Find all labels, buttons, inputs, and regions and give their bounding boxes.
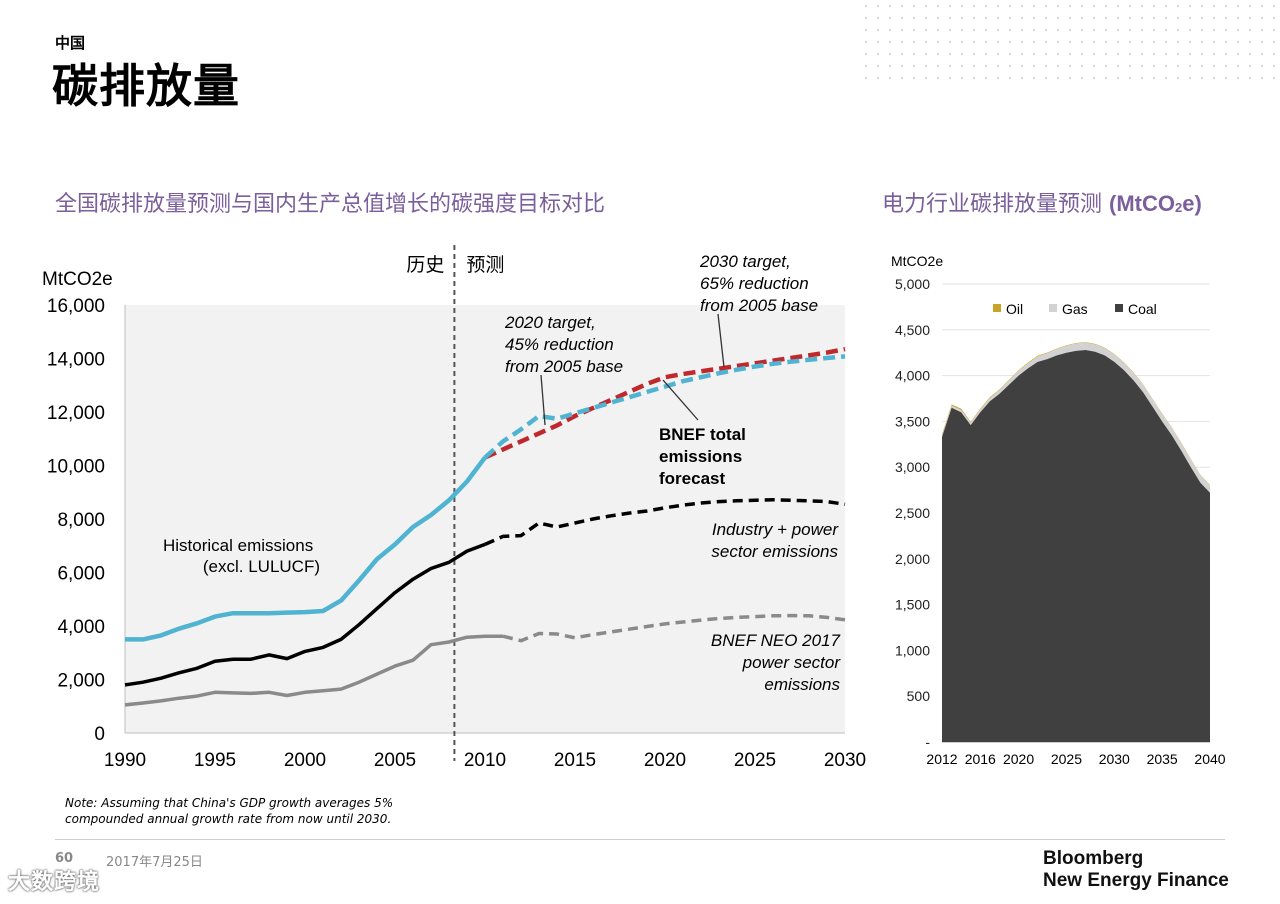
y-tick-label: 1,500: [895, 597, 930, 613]
x-tick-label: 2025: [1051, 751, 1082, 767]
y-tick-label: 3,000: [895, 459, 930, 475]
annotation-neo-line-3: emissions: [764, 675, 840, 694]
x-tick-label: 2030: [824, 750, 866, 771]
annotation-neo-line-1: BNEF NEO 2017: [711, 631, 841, 650]
annotation-2030-target-pointer: [717, 313, 725, 368]
footnote-line-2: compounded annual growth rate from now u…: [65, 812, 392, 826]
x-tick-label: 2040: [1194, 751, 1225, 767]
annotation-2030-target-line-1: 2030 target,: [699, 252, 791, 271]
footnote-line-1: Note: Assuming that China's GDP growth a…: [65, 796, 394, 810]
x-tick-label: 2035: [1147, 751, 1178, 767]
legend-label-oil: Oil: [1006, 301, 1023, 317]
y-tick-label: 1,000: [895, 642, 930, 658]
legend-label-gas: Gas: [1062, 301, 1088, 317]
footer-divider: [55, 839, 1225, 840]
power-sector-forecast-line: [502, 613, 846, 643]
x-tick-label: 1995: [194, 750, 236, 771]
forecast-label: 预测: [466, 254, 504, 276]
x-tick-label: 1990: [104, 750, 146, 771]
x-tick-label: 2030: [1099, 751, 1130, 767]
y-tick-label: 16,000: [47, 296, 105, 317]
page-eyebrow: 中国: [55, 34, 86, 52]
industry-power-historical-line: [124, 542, 486, 687]
y-tick-label: 5,000: [895, 276, 930, 292]
annotation-2020-target-line-3: from 2005 base: [505, 357, 623, 376]
coal-area: [942, 350, 1210, 742]
y-tick-label: 0: [94, 724, 105, 745]
y-tick-label: 500: [907, 688, 931, 704]
legend-swatch-oil: [993, 304, 1001, 312]
annotation-historical-line-1: Historical emissions: [163, 536, 313, 555]
page-title: 碳排放量: [52, 59, 240, 113]
right-chart-subtitle-unit: (MtCO2e): [1109, 191, 1202, 216]
annotation-industry-line-2: sector emissions: [711, 542, 838, 561]
legend-swatch-gas: [1049, 304, 1057, 312]
annotation-bnef-line-2: emissions: [659, 447, 742, 466]
y-tick-label: 8,000: [57, 510, 105, 531]
y-tick-label: 4,500: [895, 322, 930, 338]
x-tick-label: 2025: [734, 750, 776, 771]
annotation-bnef-line-1: BNEF total: [659, 425, 746, 444]
decorative-dot-grid: [860, 0, 1280, 80]
x-tick-label: 2000: [284, 750, 326, 771]
annotation-historical-line-2: (excl. LULUCF): [203, 557, 320, 576]
x-tick-label: 2016: [965, 751, 996, 767]
total-emissions-historical-line: [125, 456, 487, 642]
x-tick-label: 2020: [1003, 751, 1034, 767]
y-tick-label: 2,000: [57, 671, 105, 692]
footnote: Note: Assuming that China's GDP growth a…: [65, 795, 425, 827]
y-tick-label: 3,500: [895, 413, 930, 429]
watermark: 大数跨境: [8, 870, 101, 895]
brand-logo: Bloomberg New Energy Finance: [1043, 848, 1229, 892]
y-tick-label: 4,000: [895, 368, 930, 384]
y-axis-unit-label: MtCO2e: [891, 253, 943, 269]
annotation-2020-target-pointer: [540, 374, 546, 426]
right-chart-subtitle-text: 电力行业碳排放量预测: [882, 192, 1103, 217]
left-chart-subtitle: 全国碳排放量预测与国内生产总值增长的碳强度目标对比: [55, 192, 606, 217]
annotation-2020-target-line-2: 45% reduction: [505, 335, 614, 354]
y-tick-label: 2,000: [895, 551, 930, 567]
y-tick-label: 10,000: [47, 457, 105, 478]
y-tick-label: 14,000: [47, 350, 105, 371]
brand-line-1: Bloomberg: [1043, 848, 1144, 869]
legend-label-coal: Coal: [1128, 301, 1157, 317]
annotation-2030-target-line-3: from 2005 base: [700, 296, 818, 315]
y-tick-label: 4,000: [57, 617, 105, 638]
page-number: 60: [55, 851, 74, 866]
annotation-bnef-pointer: [662, 379, 699, 421]
footer-date: 2017年7月25日: [106, 855, 203, 870]
industry-power-forecast-line: [484, 497, 846, 546]
y-tick-label: -: [925, 734, 930, 750]
history-label: 历史: [406, 254, 444, 276]
y-tick-label: 6,000: [57, 564, 105, 585]
y-tick-label: 2,500: [895, 505, 930, 521]
annotation-bnef-line-3: forecast: [659, 469, 725, 488]
x-tick-label: 2005: [374, 750, 416, 771]
carbon-intensity-target-line: [484, 346, 846, 460]
legend-swatch-coal: [1115, 304, 1123, 312]
annotation-2020-target-line-1: 2020 target,: [504, 313, 596, 332]
brand-line-2: New Energy Finance: [1043, 870, 1229, 891]
power-sector-historical-line: [124, 634, 503, 707]
y-tick-label: 12,000: [47, 403, 105, 424]
x-tick-label: 2020: [644, 750, 686, 771]
plot-background: [125, 305, 845, 733]
x-tick-label: 2010: [464, 750, 506, 771]
right-chart-subtitle: 电力行业碳排放量预测 (MtCO2e): [882, 186, 1202, 218]
x-tick-label: 2015: [554, 750, 596, 771]
y-axis-unit-label: MtCO2e: [42, 269, 113, 290]
annotation-2030-target-line-2: 65% reduction: [700, 274, 809, 293]
annotation-neo-line-2: power sector: [742, 653, 842, 672]
x-tick-label: 2012: [926, 751, 957, 767]
annotation-industry-line-1: Industry + power: [712, 520, 839, 539]
